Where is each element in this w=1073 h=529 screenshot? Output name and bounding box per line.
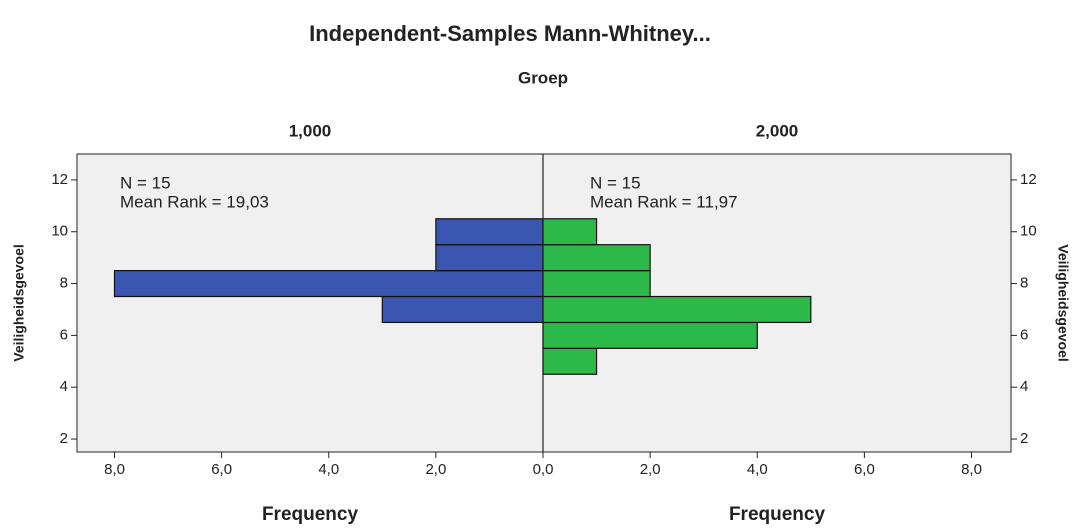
y-tick-label: 6 bbox=[60, 326, 68, 343]
bar bbox=[542, 295, 812, 324]
y-tick-label: 10 bbox=[51, 223, 68, 240]
x-tick-label: 0,0 bbox=[533, 461, 554, 478]
bar bbox=[542, 347, 598, 375]
annotation: Mean Rank = 19,03 bbox=[120, 192, 269, 211]
x-tick-label: 6,0 bbox=[211, 461, 232, 478]
y-tick-label-right: 2 bbox=[1020, 430, 1028, 447]
x-axis-label-right: Frequency bbox=[729, 504, 826, 525]
y-tick-label: 4 bbox=[60, 378, 68, 395]
bar bbox=[381, 295, 544, 324]
x-tick-label: 4,0 bbox=[318, 461, 339, 478]
bar bbox=[435, 244, 544, 272]
annotation: Mean Rank = 11,97 bbox=[590, 192, 738, 211]
x-tick-label: 6,0 bbox=[854, 461, 875, 478]
x-tick-label: 8,0 bbox=[961, 461, 982, 478]
annotation: N = 15 bbox=[590, 173, 641, 192]
y-tick-label-right: 10 bbox=[1020, 223, 1037, 240]
y-tick-label: 12 bbox=[51, 171, 68, 188]
bar bbox=[542, 270, 651, 298]
group-label: 2,000 bbox=[756, 121, 799, 140]
bar bbox=[113, 270, 544, 298]
y-tick-label: 8 bbox=[60, 275, 68, 292]
annotation: N = 15 bbox=[120, 173, 171, 192]
y-tick-label-right: 12 bbox=[1020, 171, 1037, 188]
group-label: 1,000 bbox=[289, 121, 332, 140]
bar bbox=[435, 218, 544, 246]
x-tick-label: 4,0 bbox=[747, 461, 768, 478]
chart-title: Independent-Samples Mann-Whitney... bbox=[309, 21, 711, 46]
x-tick-label: 2,0 bbox=[425, 461, 446, 478]
y-tick-label: 2 bbox=[60, 430, 68, 447]
y-tick-label-right: 8 bbox=[1020, 275, 1028, 292]
x-tick-label: 8,0 bbox=[104, 461, 125, 478]
x-tick-label: 2,0 bbox=[640, 461, 661, 478]
y-tick-label-right: 6 bbox=[1020, 326, 1028, 343]
bar bbox=[542, 244, 651, 272]
y-axis-label: Veiligheidsgevoel bbox=[11, 244, 27, 362]
x-axis-label: Frequency bbox=[262, 504, 359, 525]
bar bbox=[542, 321, 758, 349]
chart-subtitle: Groep bbox=[518, 68, 568, 87]
y-tick-label-right: 4 bbox=[1020, 378, 1028, 395]
bar bbox=[542, 218, 598, 246]
y-axis-label-right: Veiligheidsgevoel bbox=[1055, 244, 1071, 362]
